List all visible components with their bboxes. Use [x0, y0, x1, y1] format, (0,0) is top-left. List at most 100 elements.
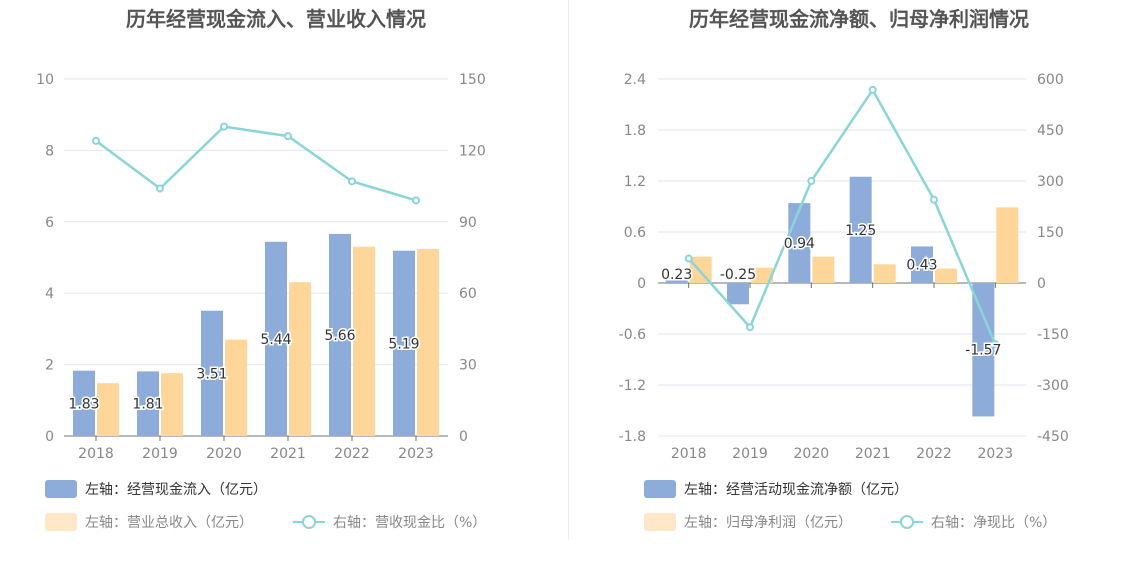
legend-label: 左轴：经营现金流入（亿元）: [85, 482, 267, 498]
legend-swatch: [644, 480, 676, 498]
line-point: [684, 254, 693, 263]
y-right-tick-label: 120: [459, 143, 486, 159]
y-left-tick-label: -1.2: [619, 378, 646, 394]
y-right-tick-label: 0: [1037, 276, 1046, 292]
legend-swatch: [45, 513, 77, 531]
legend-swatch-marker: [302, 515, 316, 529]
y-right-tick-label: 150: [459, 72, 486, 88]
bar: [161, 373, 183, 436]
y-right-tick-label: -450: [1037, 429, 1069, 445]
x-tick-label: 2020: [206, 446, 242, 462]
bar: [972, 283, 995, 417]
bar: [911, 246, 933, 283]
y-left-tick-label: 10: [36, 72, 54, 88]
y-right-tick-label: 600: [1037, 72, 1064, 88]
bar: [97, 383, 119, 436]
legend-swatch: [45, 480, 77, 498]
data-label: 1.83: [68, 396, 99, 412]
chart-net-cashflow-profit: 历年经营现金流净额、归母净利润情况 2.4 1.8 1.2 0.6 0 -0.6 -1.2 -1…: [619, 7, 1069, 531]
bar: [137, 371, 159, 436]
legend-swatch-marker: [900, 515, 914, 529]
legend-label: 左轴：归母净利润（亿元）: [684, 514, 852, 531]
y-left-tick-label: 1.8: [624, 123, 646, 139]
line-point: [284, 132, 292, 141]
data-label: -1.57: [965, 343, 1001, 359]
bar: [417, 248, 439, 436]
y-left-tick-label: 8: [45, 143, 54, 159]
bar: [201, 310, 223, 436]
line-point: [746, 323, 754, 332]
data-label: -0.25: [720, 267, 756, 283]
bar: [393, 250, 415, 436]
x-tick-label: 2021: [270, 446, 306, 462]
bar: [225, 339, 247, 436]
y-left-tick-label: 0: [45, 429, 54, 445]
line-point: [220, 122, 228, 131]
bar: [329, 233, 351, 436]
data-label: 5.66: [324, 328, 355, 344]
line-point: [868, 85, 877, 94]
line-point: [807, 177, 816, 185]
x-tick-label: 2020: [794, 446, 830, 462]
y-left-tick-label: 2: [45, 358, 54, 374]
chart-cash-inflow-revenue: 历年经营现金流入、营业收入情况 10 8 6 4 2 0 150 120 90 60 30 0 2018 2…: [36, 7, 486, 531]
data-label: 1.25: [845, 223, 876, 239]
line-series: [95, 125, 417, 202]
y-left-tick-label: 0: [637, 276, 646, 292]
panel-divider: [568, 0, 569, 540]
x-tick-label: 2022: [916, 446, 952, 462]
y-right-tick-label: 90: [459, 215, 477, 231]
data-label: 5.44: [260, 332, 291, 348]
bar: [849, 176, 872, 283]
x-tick-label: 2023: [398, 446, 434, 462]
y-left-tick-label: 1.2: [624, 174, 646, 190]
data-label: 1.81: [132, 397, 163, 413]
chart-title: 历年经营现金流净额、归母净利润情况: [689, 7, 1029, 31]
line-series: [687, 87, 997, 345]
bar: [996, 207, 1019, 283]
data-label: 0.43: [906, 258, 937, 274]
legend-label: 左轴：营业总收入（亿元）: [85, 515, 253, 531]
x-tick-label: 2022: [334, 446, 370, 462]
x-tick-label: 2019: [732, 446, 768, 462]
legend-label: 右轴：营收现金比（%）: [333, 515, 486, 531]
y-right-tick-label: -150: [1037, 327, 1069, 343]
legend-label: 右轴：净现比（%）: [931, 515, 1056, 531]
line-point: [930, 195, 938, 204]
y-right-tick-label: 300: [1037, 174, 1064, 190]
data-label: 0.94: [784, 236, 815, 252]
bar: [265, 241, 287, 436]
bar: [73, 370, 95, 436]
line-point: [156, 184, 164, 193]
line-point: [991, 340, 1000, 349]
y-right-tick-label: -300: [1037, 378, 1069, 394]
data-label: 5.19: [388, 336, 419, 352]
bar: [665, 280, 688, 283]
line-point: [412, 196, 420, 205]
y-right-tick-label: 60: [459, 286, 477, 302]
x-tick-label: 2019: [142, 446, 178, 462]
y-left-tick-label: 6: [45, 215, 54, 231]
y-left-tick-label: 4: [45, 286, 54, 302]
x-tick-label: 2021: [855, 446, 891, 462]
bar: [751, 267, 773, 283]
y-left-tick-label: 2.4: [624, 72, 646, 88]
legend-label: 左轴：经营活动现金流净额（亿元）: [684, 482, 908, 498]
y-right-tick-label: 30: [459, 358, 477, 374]
data-label: 0.23: [661, 267, 692, 283]
legend-swatch: [644, 513, 676, 531]
line-point: [348, 177, 356, 186]
bar: [812, 256, 835, 283]
bar: [727, 283, 749, 305]
bar: [935, 268, 957, 283]
x-tick-label: 2023: [978, 446, 1014, 462]
x-tick-label: 2018: [78, 446, 114, 462]
x-tick-label: 2018: [671, 446, 707, 462]
y-left-tick-label: -0.6: [619, 327, 646, 343]
bar: [353, 246, 375, 436]
y-left-tick-label: -1.8: [619, 429, 646, 445]
chart-title: 历年经营现金流入、营业收入情况: [126, 7, 426, 31]
y-right-tick-label: 150: [1037, 225, 1064, 241]
line-point: [92, 136, 100, 145]
